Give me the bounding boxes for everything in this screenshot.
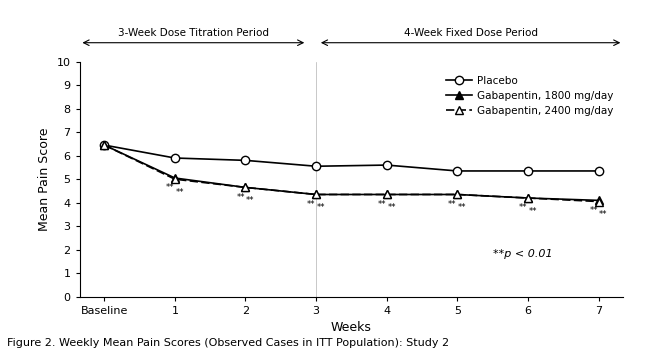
Line: Gabapentin, 2400 mg/day: Gabapentin, 2400 mg/day	[100, 141, 603, 206]
Gabapentin, 2400 mg/day	[312, 192, 320, 197]
Placebo	[595, 169, 603, 173]
Text: 3-Week Dose Titration Period: 3-Week Dose Titration Period	[118, 28, 269, 38]
Text: Figure 2. Weekly Mean Pain Scores (Observed Cases in ITT Population): Study 2: Figure 2. Weekly Mean Pain Scores (Obser…	[7, 337, 449, 348]
Gabapentin, 1800 mg/day	[241, 185, 249, 190]
Text: **: **	[307, 200, 316, 209]
X-axis label: Weeks: Weeks	[331, 321, 372, 334]
Placebo	[241, 158, 249, 163]
Placebo	[524, 169, 532, 173]
Gabapentin, 1800 mg/day	[595, 198, 603, 203]
Placebo	[383, 163, 391, 167]
Placebo	[171, 156, 179, 160]
Text: **: **	[166, 183, 174, 192]
Text: **p < 0.01: **p < 0.01	[493, 249, 552, 260]
Gabapentin, 2400 mg/day	[383, 192, 391, 197]
Text: **: **	[317, 203, 326, 212]
Gabapentin, 2400 mg/day	[595, 199, 603, 204]
Gabapentin, 1800 mg/day	[312, 192, 320, 197]
Gabapentin, 1800 mg/day	[171, 176, 179, 180]
Line: Placebo: Placebo	[100, 141, 603, 175]
Gabapentin, 2400 mg/day	[100, 143, 108, 147]
Text: **: **	[448, 200, 457, 209]
Placebo	[453, 169, 461, 173]
Gabapentin, 1800 mg/day	[383, 192, 391, 197]
Text: **: **	[176, 188, 184, 197]
Text: **: **	[458, 203, 467, 212]
Text: **: **	[599, 210, 608, 219]
Legend: Placebo, Gabapentin, 1800 mg/day, Gabapentin, 2400 mg/day: Placebo, Gabapentin, 1800 mg/day, Gabape…	[442, 71, 618, 120]
Gabapentin, 2400 mg/day	[524, 196, 532, 200]
Text: **: **	[236, 193, 245, 202]
Gabapentin, 1800 mg/day	[100, 143, 108, 147]
Text: 4-Week Fixed Dose Period: 4-Week Fixed Dose Period	[404, 28, 538, 38]
Gabapentin, 1800 mg/day	[453, 192, 461, 197]
Text: **: **	[377, 200, 386, 209]
Line: Gabapentin, 1800 mg/day: Gabapentin, 1800 mg/day	[100, 141, 603, 205]
Y-axis label: Mean Pain Score: Mean Pain Score	[38, 127, 51, 231]
Placebo	[312, 164, 320, 168]
Text: **: **	[528, 207, 537, 216]
Gabapentin, 2400 mg/day	[453, 192, 461, 197]
Text: **: **	[246, 196, 255, 205]
Gabapentin, 2400 mg/day	[241, 185, 249, 190]
Text: **: **	[589, 206, 598, 215]
Gabapentin, 1800 mg/day	[524, 196, 532, 200]
Gabapentin, 2400 mg/day	[171, 177, 179, 181]
Text: **: **	[387, 203, 396, 212]
Placebo	[100, 143, 108, 147]
Text: **: **	[518, 203, 527, 212]
